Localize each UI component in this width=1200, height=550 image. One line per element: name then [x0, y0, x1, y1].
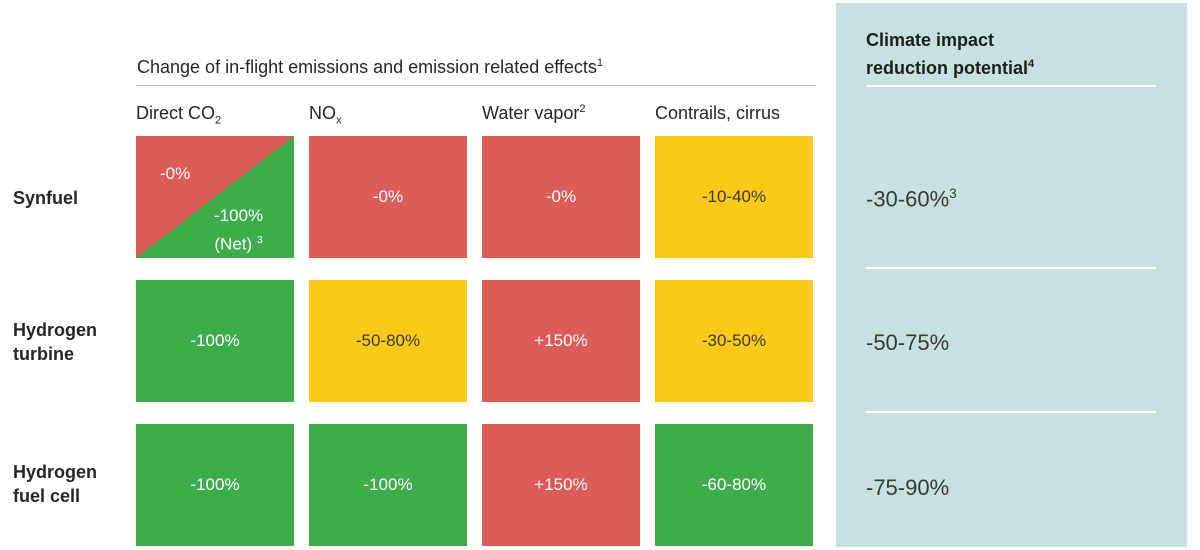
row-header-line1: Synfuel — [13, 188, 79, 208]
cell-value-net-amount: -100% — [214, 206, 264, 225]
panel-title: Climate impact reduction potential4 — [866, 28, 1166, 80]
column-header-label: Water vapor — [482, 103, 580, 123]
row-header-hydrogen-turbine: Hydrogen turbine — [13, 318, 128, 366]
column-header-label: NO — [309, 103, 336, 123]
row-header-line1: Hydrogen — [13, 320, 98, 340]
panel-title-line2: reduction potential4 — [866, 58, 1035, 78]
impact-synfuel: -30-60%3 — [866, 186, 957, 212]
climate-impact-panel: Climate impact reduction potential4 -30-… — [836, 3, 1187, 547]
row-header-synfuel: Synfuel — [13, 186, 128, 210]
section-title-text: Change of in-flight emissions and emissi… — [137, 57, 597, 77]
cell-synfuel-nox: -0% — [309, 136, 467, 258]
cell-hydrogen-fuel-cell-nox: -100% — [309, 424, 467, 546]
column-header-contrails: Contrails, cirrus — [655, 103, 780, 124]
footnote-marker: 1 — [596, 57, 604, 69]
row-header-hydrogen-fuel-cell: Hydrogen fuel cell — [13, 460, 128, 508]
panel-divider — [866, 267, 1156, 269]
panel-title-line1: Climate impact — [866, 30, 995, 50]
impact-hydrogen-turbine: -50-75% — [866, 330, 950, 355]
column-header-label: Contrails, cirrus — [655, 103, 781, 123]
subscript: 2 — [215, 114, 222, 127]
row-header-line1: Hydrogen — [13, 462, 98, 482]
cell-value-gross: -0% — [160, 164, 191, 183]
footnote-marker: 2 — [579, 103, 586, 115]
footnote-marker: 3 — [256, 234, 263, 246]
cell-hydrogen-fuel-cell-contrails: -60-80% — [655, 424, 813, 546]
panel-divider — [866, 85, 1156, 87]
row-header-line2: fuel cell — [13, 486, 81, 506]
column-header-direct-co2: Direct CO2 — [136, 103, 221, 127]
impact-hydrogen-fuel-cell: -75-90% — [866, 475, 950, 500]
cell-hydrogen-fuel-cell-direct-co2: -100% — [136, 424, 294, 546]
title-divider — [136, 85, 816, 86]
column-header-water-vapor: Water vapor2 — [482, 103, 586, 124]
column-header-label: Direct CO — [136, 103, 216, 123]
cell-synfuel-water-vapor: -0% — [482, 136, 640, 258]
cell-hydrogen-turbine-nox: -50-80% — [309, 280, 467, 402]
cell-hydrogen-turbine-contrails: -30-50% — [655, 280, 813, 402]
cell-hydrogen-turbine-direct-co2: -100% — [136, 280, 294, 402]
cell-synfuel-direct-co2: -0% -100% (Net) 3 — [136, 136, 294, 258]
footnote-marker: 3 — [949, 186, 957, 201]
panel-divider — [866, 411, 1156, 413]
row-header-line2: turbine — [13, 344, 74, 364]
subscript: x — [336, 114, 342, 127]
cell-value-net-note: (Net) 3 — [214, 234, 263, 254]
cell-value-net: -100% (Net) 3 — [214, 204, 263, 257]
column-header-nox: NOx — [309, 103, 342, 127]
section-title: Change of in-flight emissions and emissi… — [137, 57, 603, 78]
footnote-marker: 4 — [1028, 58, 1035, 70]
cell-hydrogen-fuel-cell-water-vapor: +150% — [482, 424, 640, 546]
cell-hydrogen-turbine-water-vapor: +150% — [482, 280, 640, 402]
split-diagonal-graphic — [136, 136, 294, 258]
cell-synfuel-contrails: -10-40% — [655, 136, 813, 258]
